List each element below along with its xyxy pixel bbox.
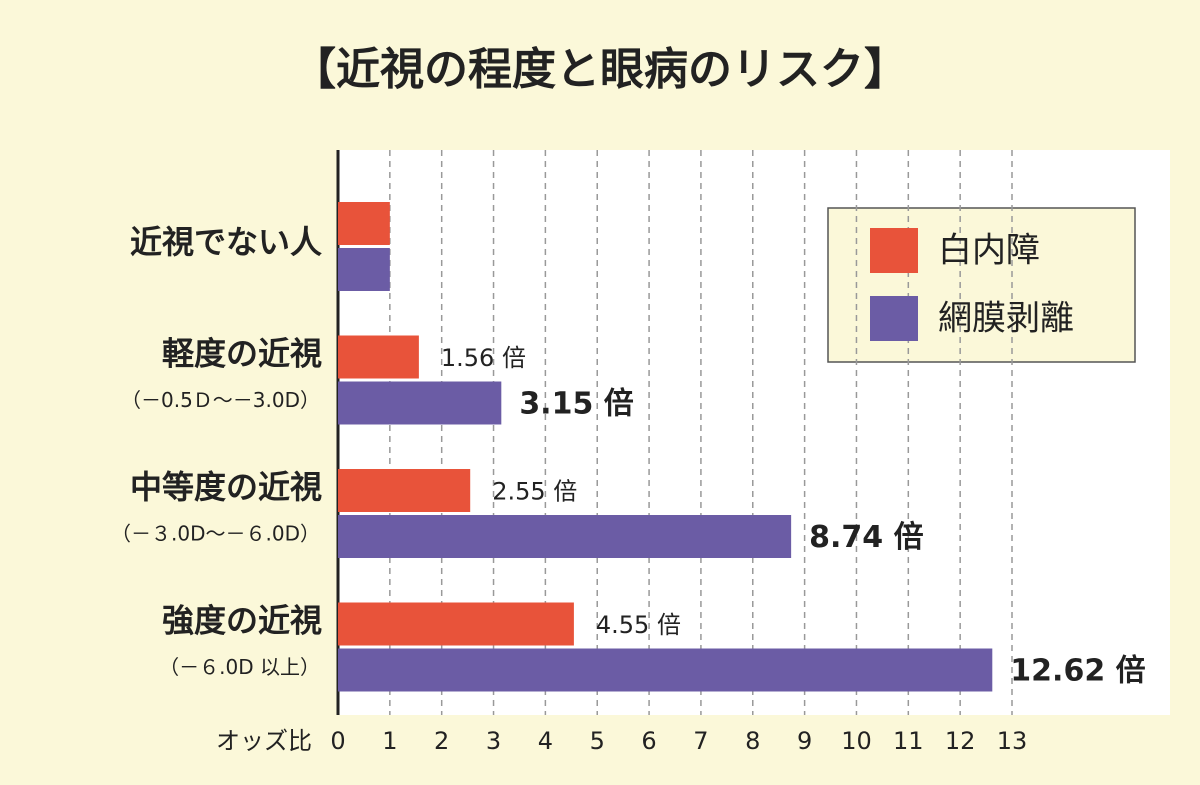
bar (338, 469, 471, 512)
category-label: 近視でない人 (130, 223, 322, 261)
x-tick-label: 12 (945, 727, 976, 755)
bar (338, 335, 419, 379)
x-tick-label: 5 (590, 727, 605, 755)
bar (338, 248, 390, 291)
value-label: 8.74 倍 (809, 520, 923, 555)
chart-title: 【近視の程度と眼病のリスク】 (292, 44, 908, 95)
x-tick-label: 6 (641, 727, 656, 755)
value-label: 3.15 倍 (519, 387, 633, 422)
category-range: （－６.0D 以上） (159, 655, 320, 679)
legend-swatch (870, 228, 918, 273)
bar (338, 202, 390, 245)
x-tick-label: 4 (538, 727, 553, 755)
value-label: 4.55 倍 (596, 611, 681, 639)
bar (338, 381, 502, 425)
x-tick-label: 3 (486, 727, 501, 755)
x-tick-label: 7 (693, 727, 708, 755)
x-tick-label: 8 (745, 727, 760, 755)
x-tick-label: 13 (997, 727, 1028, 755)
value-label: 2.55 倍 (492, 478, 577, 506)
value-label: 1.56 倍 (441, 344, 526, 372)
bar (338, 602, 574, 646)
bar (338, 648, 993, 692)
x-tick-label: 1 (382, 727, 397, 755)
bar (338, 515, 792, 558)
value-label: 12.62 倍 (1010, 654, 1145, 689)
legend-swatch (870, 296, 918, 341)
x-tick-label: 2 (434, 727, 449, 755)
category-label: 軽度の近視 (162, 335, 322, 373)
category-label: 強度の近視 (162, 602, 322, 640)
x-tick-label: 11 (893, 727, 924, 755)
category-range: （－３.0D～－６.0D） (111, 522, 320, 546)
legend-label: 白内障 (938, 231, 1040, 271)
x-tick-label: 10 (841, 727, 872, 755)
x-tick-label: 9 (797, 727, 812, 755)
x-axis-label: オッズ比 (216, 727, 312, 755)
x-tick-label: 0 (330, 727, 345, 755)
category-label: 中等度の近視 (130, 468, 322, 506)
legend-label: 網膜剥離 (938, 299, 1074, 339)
category-range: （－0.5Ｄ～－3.0D） (121, 388, 320, 412)
